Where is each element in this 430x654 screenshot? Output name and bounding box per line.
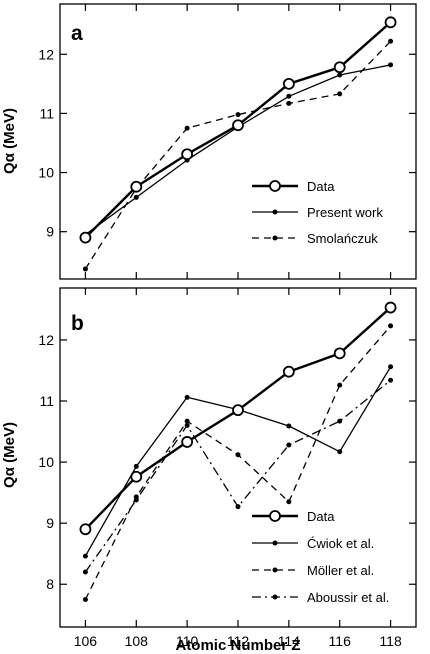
panel-b-series-aboussir-et-al-point: [337, 418, 343, 424]
panel-b-series-moller-et-al-point: [286, 499, 292, 505]
panel-b-series-aboussir-et-al-point: [388, 377, 394, 383]
panel-b-xtick-label: 118: [379, 633, 402, 649]
panel-b-series-data-line: [84, 306, 392, 531]
panel-a-series-present-work-point: [133, 194, 139, 200]
panel-b-letter: b: [71, 312, 84, 335]
panel-a-legend-present-work-marker: [272, 209, 278, 215]
panel-b-series-moller-et-al-point: [82, 597, 88, 603]
panel-a-series-smolanczuk-point: [337, 91, 343, 97]
panel-b-series-aboussir-et-al-point: [286, 442, 292, 448]
panel-a-series-data-point: [232, 119, 244, 132]
panel-a: a Qα (MeV) 9 10 11 12 Data Present work Smola…: [1, 3, 417, 280]
panel-a-series-smolanczuk-point: [184, 125, 190, 131]
panel-b-ytick-label: 9: [46, 515, 54, 531]
panel-b-xtick-label: 112: [227, 633, 250, 649]
panel-b-series-moller-et-al-point: [235, 452, 241, 458]
panel-b-series-moller-et-al-point: [184, 418, 190, 424]
panel-b-legend-moller-et-al-label: Möller et al.: [307, 563, 374, 578]
panel-b-ytick-label: 11: [39, 393, 54, 409]
panel-a-series-data-point: [384, 16, 397, 29]
panel-b-xtick-label: 106: [74, 633, 98, 649]
panel-b-legend-aboussir-et-al-label: Aboussir et al.: [307, 590, 389, 605]
panel-b-series-cwiok-et-al-line: [84, 366, 392, 557]
panel-a-legend-smolanczuk-label: Smolańczuk: [307, 231, 378, 246]
panel-b-series-moller-et-al-line: [84, 325, 392, 600]
panel-b-ytick-label: 8: [46, 576, 54, 592]
panel-b-series-cwiok-et-al-point: [184, 394, 190, 400]
panel-b-series-cwiok-et-al-point: [133, 463, 139, 469]
panel-b-legend-cwiok-et-al-marker: [272, 540, 278, 546]
panel-a-series-data-point: [181, 148, 194, 161]
panel-b-series-data-point: [282, 365, 295, 378]
panel-b-series-moller-et-al-point: [337, 382, 343, 388]
panel-b-series-data-point: [333, 347, 346, 360]
panel-a-series-present-work-point: [337, 72, 343, 78]
panel-b-legend-aboussir-et-al-marker: [272, 594, 278, 600]
panel-a-series-data-point: [79, 231, 92, 244]
panel-a-ytick-label: 11: [39, 105, 54, 121]
panel-b-legend-data-label: Data: [307, 509, 335, 524]
panel-b-series-moller-et-al-point: [388, 323, 394, 329]
panel-a-ytick-label: 12: [38, 46, 54, 62]
panel-a-series-smolanczuk-point: [235, 112, 241, 118]
panel-a-series-data-point: [130, 180, 143, 193]
panel-b-y-axis-label: Qα (MeV): [1, 422, 18, 488]
panel-b-xtick-label: 108: [125, 633, 149, 649]
panel-b-series-data-point: [130, 470, 143, 483]
panel-a-series: [79, 16, 397, 272]
panel-b-series-cwiok-et-al-point: [82, 553, 88, 559]
panel-b-series-aboussir-et-al-point: [235, 504, 241, 510]
panel-b-legend-data-marker: [269, 510, 281, 522]
panel-b-series-data-point: [232, 404, 244, 417]
panel-a-legend: Data Present work Smolańczuk: [252, 179, 383, 246]
panel-a-legend-present-work-label: Present work: [307, 205, 383, 220]
panel-a-ticks: 9 10 11 12: [38, 4, 416, 279]
panel-a-legend-smolanczuk-marker: [272, 235, 278, 241]
panel-b: b Qα (MeV) Atomic Number Z 8 9 10 11 12 106 10…: [1, 287, 417, 654]
panel-b-series-data-point: [79, 523, 92, 536]
panel-b-series-aboussir-et-al-point: [82, 569, 88, 575]
panel-a-series-smolanczuk-point: [388, 38, 394, 44]
panel-a-series-present-work-point: [286, 93, 292, 99]
panel-b-series-data-point: [181, 436, 194, 448]
panel-b-series: [79, 301, 397, 603]
panel-b-series-cwiok-et-al-point: [286, 423, 292, 429]
panel-a-ytick-label: 9: [46, 224, 54, 240]
panel-a-series-smolanczuk-point: [82, 266, 88, 272]
panel-b-series-cwiok-et-al-point: [337, 449, 343, 455]
panel-b-series-aboussir-et-al-point: [184, 422, 190, 428]
panel-a-series-data-point: [282, 77, 295, 90]
panel-b-xtick-label: 116: [329, 633, 352, 649]
panel-a-series-present-work-point: [388, 62, 394, 68]
panel-a-ytick-label: 10: [38, 165, 54, 181]
panel-b-series-cwiok-et-al-point: [388, 364, 394, 370]
panel-b-xtick-label: 110: [176, 633, 199, 649]
panel-a-series-smolanczuk-point: [286, 100, 292, 106]
panel-b-series-data-point: [384, 301, 397, 314]
panel-a-letter: a: [71, 22, 83, 45]
panel-a-legend-data-marker: [269, 180, 281, 192]
panel-b-legend-cwiok-et-al-label: Ćwiok et al.: [307, 536, 374, 551]
panel-a-series-data-point: [333, 61, 346, 74]
panel-b-ticks: 8 9 10 11 12 106 108 110 112 114 116 118: [38, 288, 416, 649]
panel-a-y-axis-label: Qα (MeV): [1, 108, 18, 174]
x-axis-label: Atomic Number Z: [175, 637, 300, 654]
panel-b-legend: Data Ćwiok et al. Möller et al. Aboussir et…: [252, 509, 389, 605]
panel-b-series-aboussir-et-al-point: [133, 497, 139, 503]
panel-b-ytick-label: 12: [38, 332, 54, 348]
panel-b-ytick-label: 10: [38, 454, 54, 470]
panel-a-legend-data-label: Data: [307, 179, 335, 194]
panel-b-legend-moller-et-al-marker: [272, 567, 278, 573]
panel-b-xtick-label: 114: [278, 633, 301, 649]
